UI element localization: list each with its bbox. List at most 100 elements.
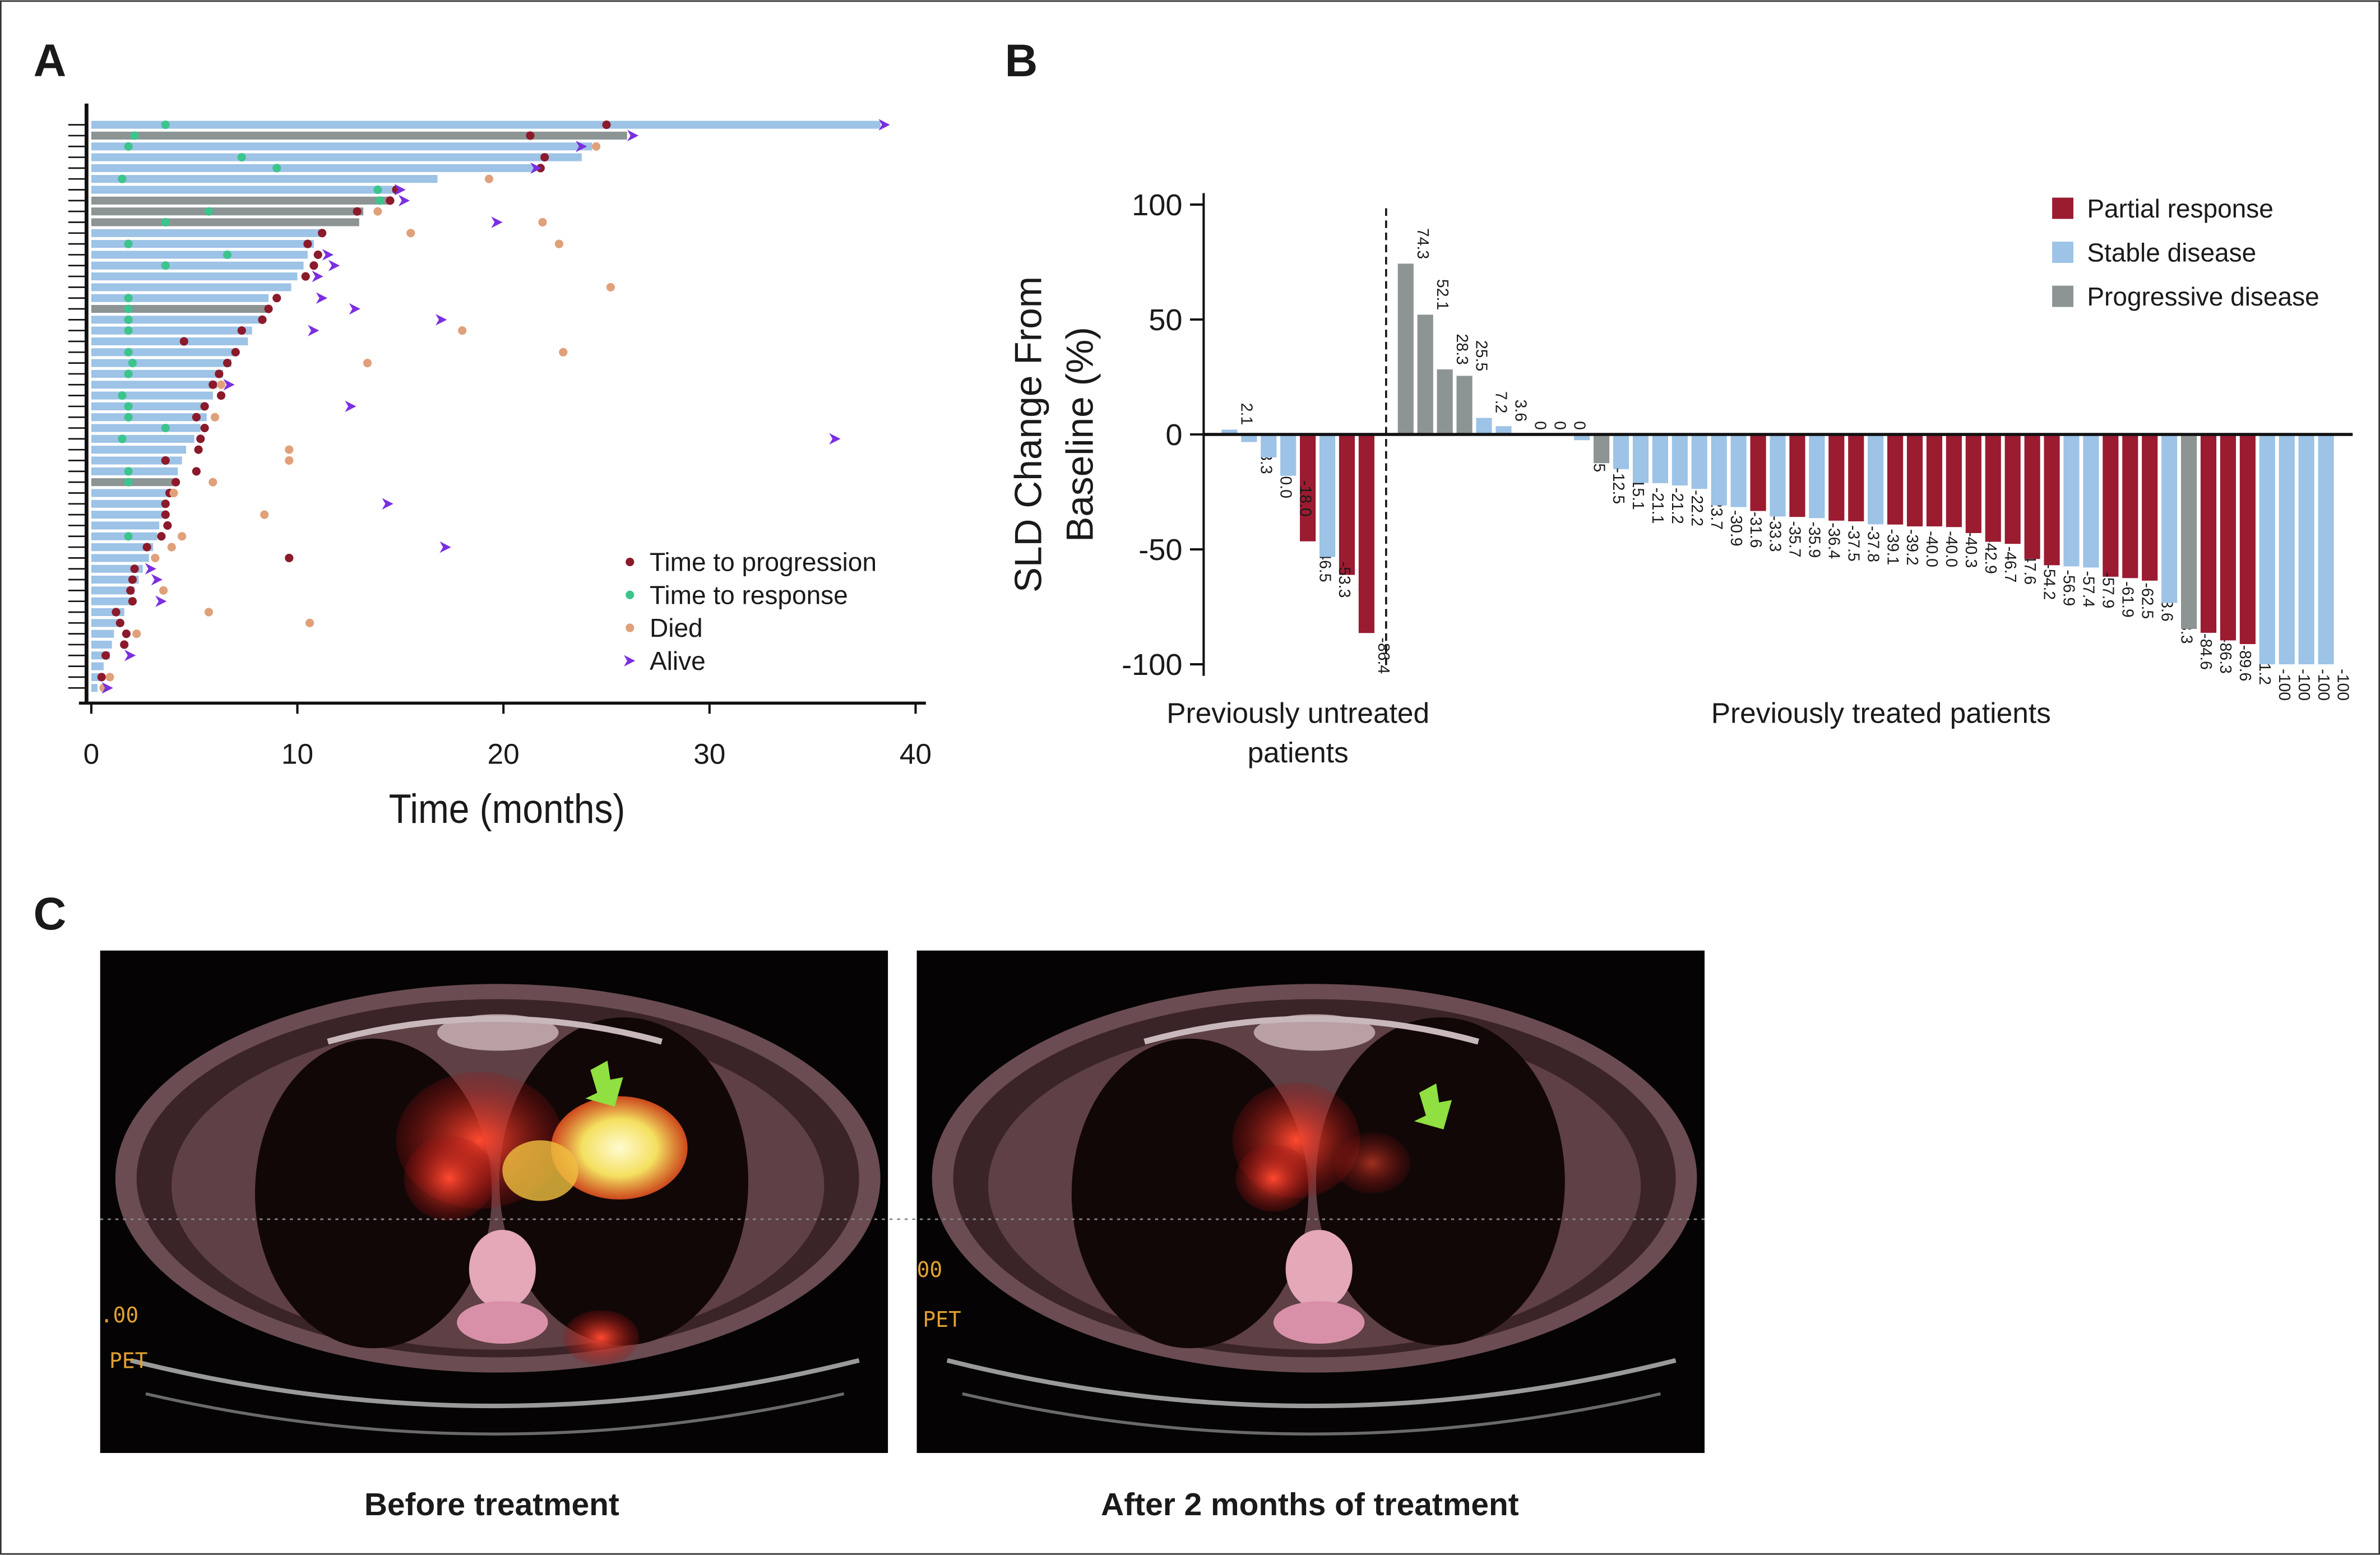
event-marker bbox=[118, 434, 127, 443]
legend-label: Alive bbox=[650, 646, 706, 675]
event-marker bbox=[118, 174, 127, 183]
event-marker bbox=[112, 608, 121, 617]
event-marker bbox=[204, 207, 214, 216]
event-marker bbox=[312, 270, 323, 283]
value-label: -40.3 bbox=[1962, 531, 1980, 568]
duration-bar bbox=[91, 240, 314, 248]
event-marker bbox=[120, 640, 129, 649]
bar bbox=[1671, 434, 1688, 486]
event-marker bbox=[105, 673, 114, 682]
value-label: -37.5 bbox=[1844, 525, 1862, 562]
value-label: 7.2 bbox=[1492, 391, 1510, 414]
duration-bar bbox=[91, 511, 164, 519]
event-marker bbox=[223, 378, 235, 391]
event-marker bbox=[124, 326, 133, 335]
duration-bar bbox=[91, 684, 98, 692]
duration-bar bbox=[91, 326, 252, 335]
event-marker bbox=[124, 413, 133, 422]
duration-bar bbox=[91, 662, 104, 670]
duration-bar bbox=[91, 337, 248, 346]
value-label: -100 bbox=[2295, 669, 2313, 701]
bar bbox=[1613, 434, 1629, 469]
event-marker bbox=[132, 630, 141, 638]
x-tick-label: 0 bbox=[84, 738, 100, 770]
event-marker bbox=[124, 348, 133, 357]
value-label: -21.2 bbox=[1668, 488, 1686, 524]
image-overlay-text: .00 bbox=[100, 1303, 138, 1327]
value-label: -12.5 bbox=[1609, 468, 1627, 504]
duration-bar bbox=[91, 619, 121, 627]
bar bbox=[2083, 434, 2099, 568]
value-label: -100 bbox=[2334, 669, 2352, 701]
event-marker bbox=[157, 532, 166, 541]
event-marker bbox=[386, 196, 395, 205]
event-marker bbox=[192, 413, 201, 422]
duration-bar bbox=[91, 499, 168, 508]
event-marker bbox=[178, 532, 187, 541]
bar bbox=[2239, 434, 2256, 644]
bar bbox=[2103, 434, 2119, 577]
duration-bar bbox=[91, 381, 217, 389]
value-label: -21.1 bbox=[1649, 488, 1666, 524]
duration-bar bbox=[91, 543, 154, 552]
event-marker bbox=[258, 315, 267, 324]
bar bbox=[2200, 434, 2217, 633]
bar bbox=[1397, 263, 1414, 435]
event-marker bbox=[210, 413, 220, 422]
bar bbox=[1711, 434, 1727, 506]
x-axis-label: Time (months) bbox=[389, 786, 626, 832]
duration-bar bbox=[91, 207, 364, 216]
duration-bar bbox=[91, 446, 186, 454]
value-label: -100 bbox=[2275, 669, 2293, 701]
value-label: -42.9 bbox=[1981, 538, 1999, 574]
bar bbox=[2298, 434, 2314, 665]
event-marker bbox=[161, 217, 170, 227]
duration-bar bbox=[91, 359, 231, 367]
duration-bar bbox=[91, 575, 139, 584]
event-marker bbox=[305, 618, 314, 627]
duration-bar bbox=[91, 196, 390, 205]
event-marker bbox=[161, 121, 170, 129]
event-marker bbox=[627, 129, 639, 142]
duration-bar bbox=[91, 564, 143, 573]
event-marker bbox=[124, 467, 133, 476]
event-marker bbox=[231, 348, 240, 357]
event-marker bbox=[209, 380, 217, 389]
event-marker bbox=[309, 261, 318, 270]
duration-bar bbox=[91, 121, 881, 129]
event-marker bbox=[316, 292, 328, 304]
event-marker bbox=[576, 140, 587, 152]
event-marker bbox=[179, 337, 188, 346]
event-marker bbox=[394, 184, 406, 196]
duration-bar bbox=[91, 489, 172, 497]
bar bbox=[1691, 434, 1707, 489]
value-label: -39.2 bbox=[1903, 529, 1921, 566]
value-label: 0 bbox=[1550, 421, 1568, 430]
event-marker bbox=[260, 510, 269, 519]
bar bbox=[2004, 434, 2021, 544]
event-marker bbox=[285, 553, 294, 562]
event-marker bbox=[169, 488, 178, 498]
bar bbox=[1437, 369, 1453, 435]
event-marker bbox=[216, 391, 226, 400]
duration-bar bbox=[91, 456, 182, 465]
bar bbox=[1280, 434, 1297, 476]
bar bbox=[1868, 434, 1884, 525]
bar bbox=[1750, 434, 1766, 511]
event-marker bbox=[124, 478, 133, 487]
value-label: -100 bbox=[2314, 669, 2332, 701]
bar bbox=[2161, 434, 2178, 603]
duration-bar bbox=[91, 673, 100, 681]
value-label: -86.3 bbox=[2216, 637, 2234, 674]
event-marker bbox=[223, 359, 232, 368]
value-label: -31.6 bbox=[1747, 512, 1765, 548]
event-marker bbox=[142, 543, 151, 552]
duration-bar bbox=[91, 304, 271, 313]
event-marker bbox=[349, 303, 360, 315]
y-tick-label: -50 bbox=[1138, 533, 1182, 567]
bar bbox=[1632, 434, 1649, 483]
bar bbox=[1887, 434, 1904, 525]
bar bbox=[1339, 434, 1355, 575]
